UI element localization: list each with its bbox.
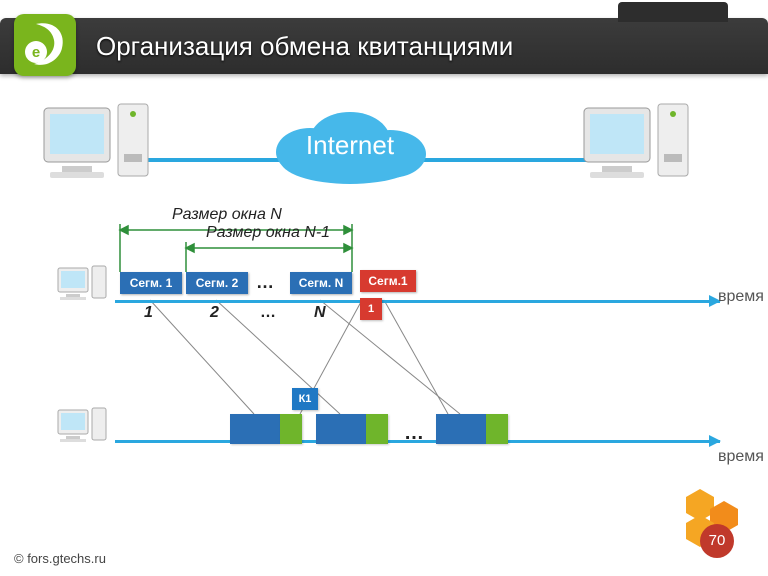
segment-n: Сегм. N — [290, 272, 352, 294]
recv-ellipsis: … — [404, 422, 424, 445]
tick-n: N — [314, 304, 326, 322]
title-bar: Организация обмена квитанциями — [0, 18, 768, 74]
sender-computer-icon — [40, 100, 160, 190]
sender-timeline — [115, 300, 720, 303]
ack-k1: К1 — [292, 388, 318, 410]
receiver-small-icon — [56, 406, 112, 450]
red-one-box: 1 — [360, 298, 382, 320]
window-label-n1: Размер окна N-1 — [206, 224, 330, 242]
sender-small-icon — [56, 264, 112, 308]
recv-block — [366, 414, 388, 444]
recv-block — [280, 414, 302, 444]
recv-block — [486, 414, 508, 444]
tick-ellipsis: … — [260, 304, 276, 322]
segment-1: Сегм. 1 — [120, 272, 182, 294]
sender-time-label: время — [718, 288, 764, 306]
logo: e — [14, 14, 76, 76]
tick-1: 1 — [144, 304, 153, 322]
recv-block — [316, 414, 366, 444]
tick-2: 2 — [210, 304, 219, 322]
receiver-computer-icon — [580, 100, 700, 190]
segment-ext: Сегм.1 — [360, 270, 416, 292]
titlebar-tab — [618, 2, 728, 22]
segments-ellipsis: … — [256, 272, 274, 293]
recv-block — [436, 414, 486, 444]
svg-text:e: e — [32, 44, 40, 61]
cloud-label: Internet — [260, 130, 440, 161]
window-label-n: Размер окна N — [172, 206, 282, 224]
footer-copyright: © fors.gtechs.ru — [14, 551, 106, 566]
recv-block — [230, 414, 280, 444]
page-number-badge: 70 — [700, 524, 734, 558]
internet-cloud: Internet — [260, 106, 440, 186]
receiver-time-label: время — [718, 448, 764, 466]
page-title: Организация обмена квитанциями — [0, 18, 768, 74]
segment-2: Сегм. 2 — [186, 272, 248, 294]
